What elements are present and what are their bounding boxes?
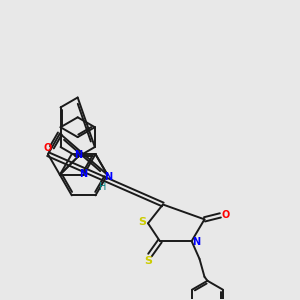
Text: H: H (99, 182, 106, 192)
Text: S: S (138, 217, 146, 227)
Text: N: N (104, 172, 112, 182)
Text: O: O (44, 143, 52, 153)
Text: N: N (193, 237, 201, 247)
Text: N: N (80, 169, 88, 179)
Text: O: O (221, 210, 230, 220)
Text: N: N (75, 150, 83, 160)
Text: S: S (144, 256, 152, 266)
